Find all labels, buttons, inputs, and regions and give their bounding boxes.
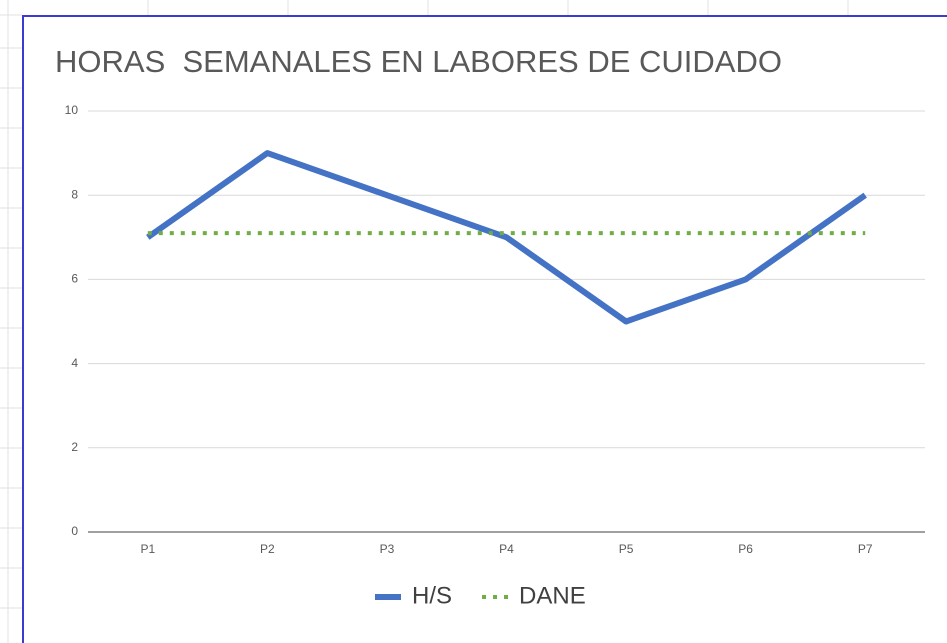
x-tick-label: P3 xyxy=(380,542,395,556)
y-tick-label: 10 xyxy=(65,103,79,117)
legend-label: DANE xyxy=(519,582,586,609)
series-line xyxy=(146,150,867,325)
x-tick-label: P1 xyxy=(140,542,155,556)
sheet-grid xyxy=(0,0,849,643)
chart-title: HORAS SEMANALES EN LABORES DE CUIDADO xyxy=(55,44,782,79)
y-tick-label: 2 xyxy=(71,440,78,454)
y-tick-label: 0 xyxy=(71,524,78,538)
x-tick-label: P5 xyxy=(619,542,634,556)
chart-border xyxy=(22,15,947,643)
y-tick-label: 6 xyxy=(71,272,78,286)
x-tick-label: P7 xyxy=(858,542,873,556)
chart-area xyxy=(22,15,947,643)
y-tick-label: 4 xyxy=(71,356,78,370)
x-tick-label: P2 xyxy=(260,542,275,556)
x-tick-label: P6 xyxy=(738,542,753,556)
x-tick-label: P4 xyxy=(499,542,514,556)
y-tick-label: 8 xyxy=(71,187,78,201)
legend-label: H/S xyxy=(412,582,452,609)
